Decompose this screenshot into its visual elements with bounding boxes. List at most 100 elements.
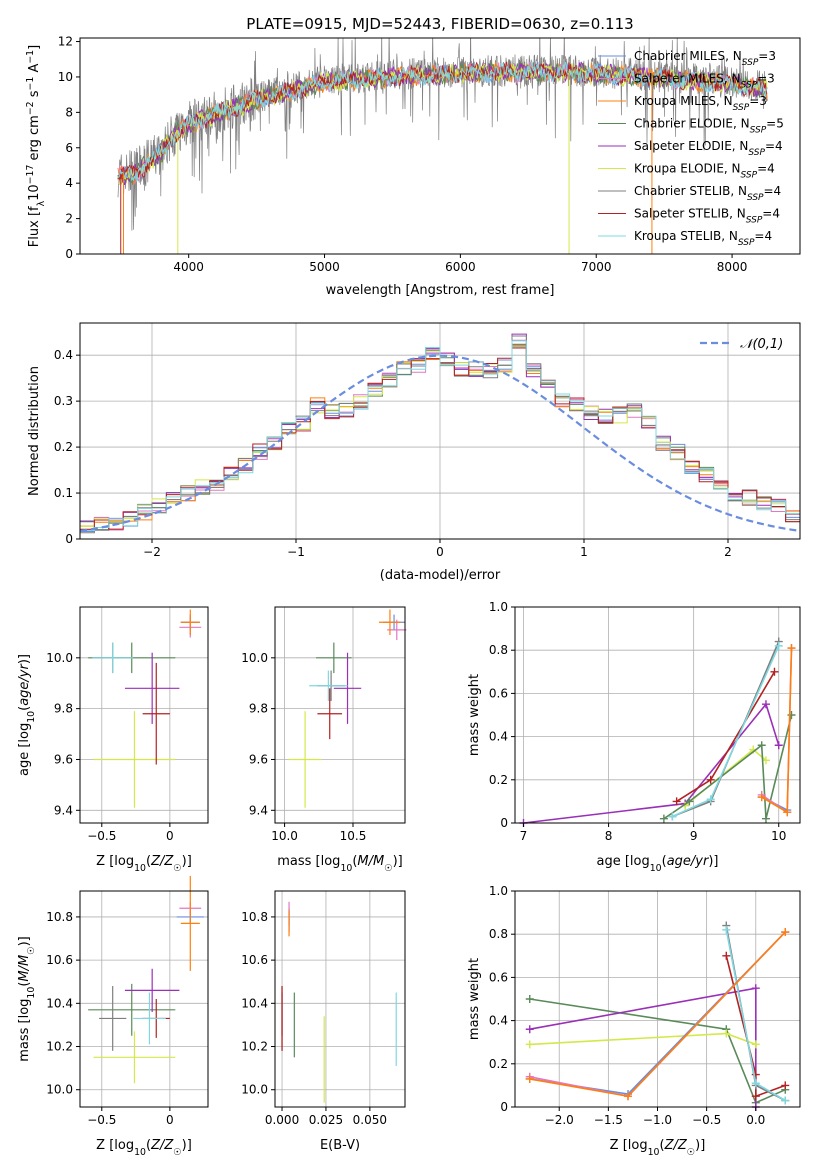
legend-label: Kroupa MILES, NSSP=3 [634,94,767,113]
x-tick-label: 10.0 [271,829,298,843]
x-tick-label: 7000 [581,260,612,274]
y-tick-label: 9.4 [54,803,73,817]
weight-marker [525,1040,534,1049]
y-tick-label: 0.6 [489,686,508,700]
x-tick-label: 0.025 [309,1113,343,1127]
weight-marker [668,812,677,821]
x-tick-label: 0.0 [746,1113,765,1127]
x-tick-label: 8 [605,829,613,843]
weight-line-chabrier-elodie [529,998,786,1104]
y-tick-label: 10.2 [46,1040,73,1054]
legend-label: Chabrier STELIB, NSSP=4 [634,184,781,203]
weight-marker [781,1081,790,1090]
weight-marker [761,700,770,709]
y-tick-label: 0.8 [489,643,508,657]
y-tick-label: 6 [65,141,73,155]
x-tick-label: −0.5 [692,1113,721,1127]
data-layer [79,38,801,1111]
y-tick-label: 10.8 [46,910,73,924]
weight-marker [774,641,783,650]
axes-frame [79,606,209,824]
weight-marker [787,711,796,719]
weight-marker [706,775,715,784]
x-tick-label: 5000 [309,260,340,274]
y-tick-label: 10.0 [241,1083,268,1097]
y-tick-label: 4 [65,176,73,190]
weight-marker [787,644,796,653]
model-line-kroupa-stelib [117,61,768,182]
axes-frame [79,37,801,255]
axis-label: Z [log10(Z/Z☉)] [610,1138,706,1158]
y-tick-label: 0.4 [489,1014,508,1028]
weight-marker [783,808,792,817]
weight-marker [685,797,694,806]
legend-label: Chabrier MILES, NSSP=3 [634,49,776,68]
weight-marker [781,1096,790,1105]
axis-label: Flux [fλ10−17 erg cm−2 s−1 A−1] [25,45,47,247]
x-tick-label: 0 [166,1113,174,1127]
y-tick-label: 8 [65,105,73,119]
y-tick-label: 10.8 [241,910,268,924]
x-tick-label: 4000 [173,260,204,274]
legend-label: Chabrier ELODIE, NSSP=5 [634,117,784,136]
legend-label: Salpeter ELODIE, NSSP=4 [634,139,783,158]
y-tick-label: 10.2 [241,1040,268,1054]
x-tick-label: 10.5 [340,829,367,843]
legend-label: Salpeter STELIB, NSSP=4 [634,207,780,226]
axis-label: Z [log10(Z/Z☉)] [96,854,192,874]
weight-marker [624,1092,633,1101]
axis-label: Z [log10(Z/Z☉)] [96,1138,192,1158]
y-tick-label: 2 [65,212,73,226]
y-tick-label: 0.4 [489,730,508,744]
weight-marker [722,1029,731,1038]
y-tick-label: 0.3 [54,394,73,408]
y-tick-label: 9.6 [249,752,268,766]
x-tick-label: −0.5 [87,1113,116,1127]
histogram-kroupa-stelib [80,340,800,531]
y-tick-label: 10.4 [46,996,73,1010]
y-tick-label: 10.6 [241,953,268,967]
grid-layer [80,323,800,1108]
y-tick-label: 0.8 [489,927,508,941]
x-axis-label: wavelength [Angstrom, rest frame] [326,283,555,298]
weight-marker [781,928,790,937]
legend-label: Kroupa STELIB, NSSP=4 [634,229,772,248]
y-axis-label: mass weight [467,674,482,756]
weight-marker [722,925,731,934]
weight-marker [770,667,779,676]
weight-line-kroupa-elodie [684,748,767,807]
y-tick-label: 10.4 [241,996,268,1010]
x-tick-label: 1 [580,545,588,559]
legend-label: Kroupa ELODIE, NSSP=4 [634,162,775,181]
x-tick-label: 7 [520,829,528,843]
weight-marker [757,793,766,802]
y-tick-label: 0.2 [489,773,508,787]
x-tick-label: −1.5 [594,1113,623,1127]
y-tick-label: 1.0 [489,884,508,898]
weight-marker [757,741,766,750]
axes-frame [79,890,209,1108]
x-tick-label: 2 [724,545,732,559]
x-tick-label: −2 [143,545,161,559]
weight-marker [706,795,715,804]
weight-line-salpeter-elodie [523,702,780,824]
y-tick-label: 10 [58,70,73,84]
y-axis-label: Normed distribution [27,366,42,496]
x-tick-label: −0.5 [87,829,116,843]
weight-marker [659,814,668,823]
y-tick-label: 10.0 [241,651,268,665]
weight-line-salpeter-elodie [529,987,757,1107]
x-axis-label: E(B-V) [320,1138,360,1153]
axes-frame [274,606,406,824]
axis-label: age [log10(age/yr)] [17,654,37,776]
y-tick-label: 12 [58,35,73,49]
weight-marker [525,1074,534,1083]
weight-marker [751,984,760,993]
x-tick-label: −1 [287,545,305,559]
axis-label: mass [log10(M/M☉)] [17,936,37,1062]
y-tick-label: 0.2 [54,440,73,454]
y-tick-label: 10.6 [46,953,73,967]
axis-label: mass [log10(M/M☉)] [277,854,403,874]
x-tick-label: 0.000 [265,1113,299,1127]
